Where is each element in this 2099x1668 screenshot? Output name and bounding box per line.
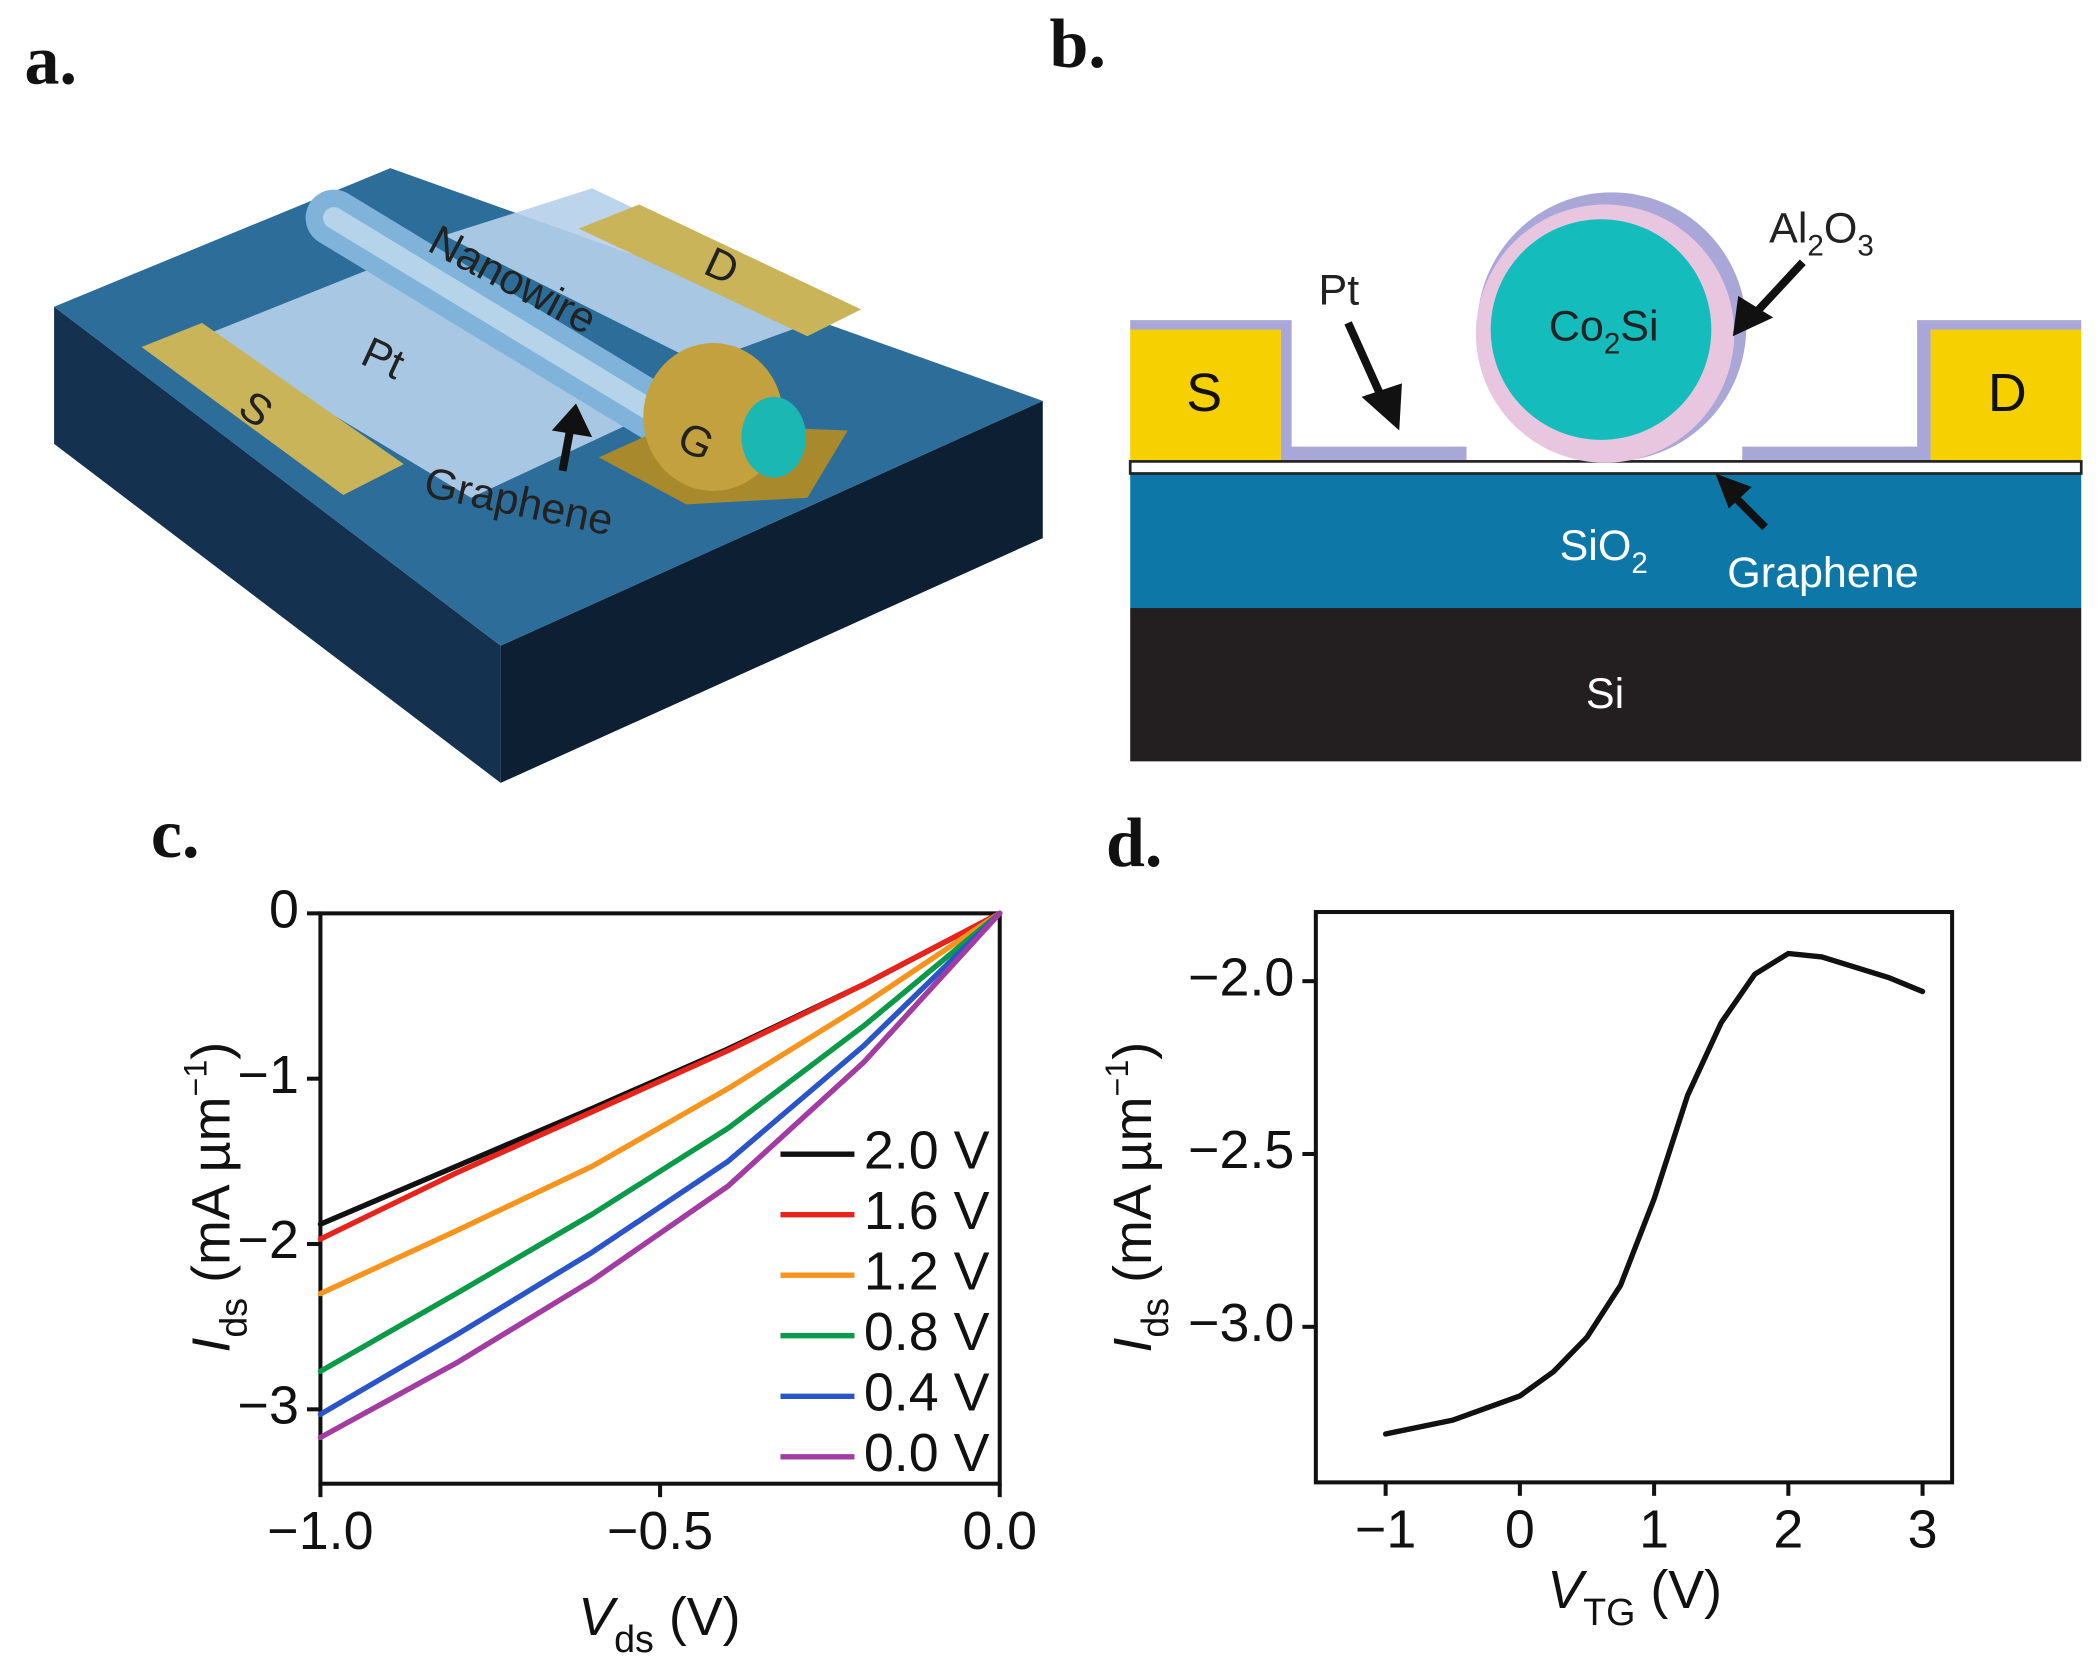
electrode xyxy=(141,322,404,496)
text-part: 2 xyxy=(1807,230,1823,263)
data-line xyxy=(317,910,1003,1374)
text-part: ) xyxy=(182,1042,242,1060)
label: D xyxy=(1988,363,2027,423)
data-line xyxy=(317,910,1003,1297)
graphene-layer xyxy=(1128,460,2083,475)
label: S xyxy=(1186,363,1222,423)
y-tick-label: 0 xyxy=(269,880,299,940)
data-line xyxy=(317,910,1003,1242)
text-part: TG xyxy=(1583,1591,1635,1633)
co2si-core xyxy=(1490,219,1712,440)
graphene-sheet xyxy=(202,255,673,498)
arrow xyxy=(1344,321,1387,403)
text-part: ds xyxy=(1134,1298,1176,1338)
text-part: V xyxy=(1547,1560,1588,1620)
y-axis-label: Ids (mA µm−1) xyxy=(1098,1042,1175,1353)
label: Pt xyxy=(1319,267,1360,315)
data-line xyxy=(317,910,1003,1417)
cross-section: S D Pt Al2O3 Co2Si SiO2 Graphene Si xyxy=(1128,192,2083,762)
text-part: 2 xyxy=(1604,328,1620,361)
x-axis-label: Vds (V) xyxy=(578,1587,740,1660)
arrowhead xyxy=(1361,383,1402,431)
data-line xyxy=(1382,950,1926,1437)
text-part: 3 xyxy=(1857,230,1873,263)
text-part: (mA µm xyxy=(1103,1097,1163,1298)
graphene-sheet xyxy=(444,188,848,364)
y-tick-label: −2 xyxy=(238,1210,299,1270)
y-tick-label: −1 xyxy=(238,1045,299,1105)
label: Al2O3 xyxy=(1769,205,1874,263)
legend-label: 0.4 V xyxy=(864,1362,990,1422)
si-layer xyxy=(1130,608,2082,762)
x-tick-label: −1 xyxy=(1355,1500,1416,1560)
x-tick-label: 0.0 xyxy=(962,1501,1037,1561)
label: Si xyxy=(1586,670,1624,718)
x-tick-label: −0.5 xyxy=(607,1501,713,1561)
nanowire-highlight xyxy=(323,207,691,439)
text-part: Co xyxy=(1549,303,1604,351)
block-side xyxy=(500,400,1043,783)
text-part: SiO xyxy=(1560,522,1632,570)
arrowhead xyxy=(1732,295,1774,337)
label: Graphene xyxy=(1727,549,1918,597)
x-tick-label: 0 xyxy=(1505,1500,1535,1560)
legend-label: 0.8 V xyxy=(864,1302,990,1362)
block-side xyxy=(54,306,501,783)
legend-label: 1.6 V xyxy=(864,1181,990,1241)
text-part: 2 xyxy=(1631,547,1647,580)
legend-label: 2.0 V xyxy=(864,1120,990,1180)
label: Co2Si xyxy=(1549,303,1659,361)
text-part: I xyxy=(1103,1338,1163,1353)
y-axis-label: Ids (mA µm−1) xyxy=(177,1042,254,1353)
text-part: I xyxy=(182,1338,242,1353)
sio2-layer xyxy=(1130,473,2082,609)
y-tick-label: −2.5 xyxy=(1188,1120,1294,1180)
x-tick-label: 3 xyxy=(1908,1500,1938,1560)
device-3d: Nanowire D Pt S G Graphene xyxy=(54,168,1043,783)
text-part: V xyxy=(578,1587,619,1647)
text-part: (V) xyxy=(654,1587,741,1647)
arrowhead xyxy=(1715,473,1752,509)
text-part: (V) xyxy=(1635,1560,1722,1620)
text-part: Si xyxy=(1620,303,1658,351)
text-part: −1 xyxy=(1098,1060,1134,1097)
text-part: O xyxy=(1824,205,1857,253)
plot-frame xyxy=(1313,910,1955,1485)
source xyxy=(1130,329,1281,461)
drain xyxy=(1930,329,2082,461)
arrowhead xyxy=(551,403,593,438)
electrode xyxy=(578,204,862,337)
text-part: ds xyxy=(212,1298,254,1338)
legend-label: 1.2 V xyxy=(864,1241,990,1301)
text-part: ) xyxy=(1103,1042,1163,1060)
y-tick-label: −2.0 xyxy=(1188,947,1294,1007)
text-part: Al xyxy=(1769,205,1807,253)
text-part: ds xyxy=(614,1618,654,1660)
x-axis-label: VTG (V) xyxy=(1547,1560,1722,1633)
wire-core xyxy=(741,396,807,478)
data-line xyxy=(317,910,1003,1441)
text-part: −1 xyxy=(177,1060,213,1097)
legend-label: 0.0 V xyxy=(864,1423,990,1483)
x-tick-label: −1.0 xyxy=(267,1501,373,1561)
label: SiO2 xyxy=(1560,522,1648,580)
y-tick-label: −3 xyxy=(238,1376,299,1436)
panel-label: a. xyxy=(24,22,76,99)
x-tick-label: 2 xyxy=(1773,1500,1803,1560)
panel-label: b. xyxy=(1050,6,1106,83)
text-part: (mA µm xyxy=(182,1097,242,1298)
panel-label: c. xyxy=(151,796,200,873)
x-tick-label: 1 xyxy=(1639,1500,1669,1560)
panel-label: d. xyxy=(1106,805,1162,882)
y-tick-label: −3.0 xyxy=(1188,1293,1294,1353)
